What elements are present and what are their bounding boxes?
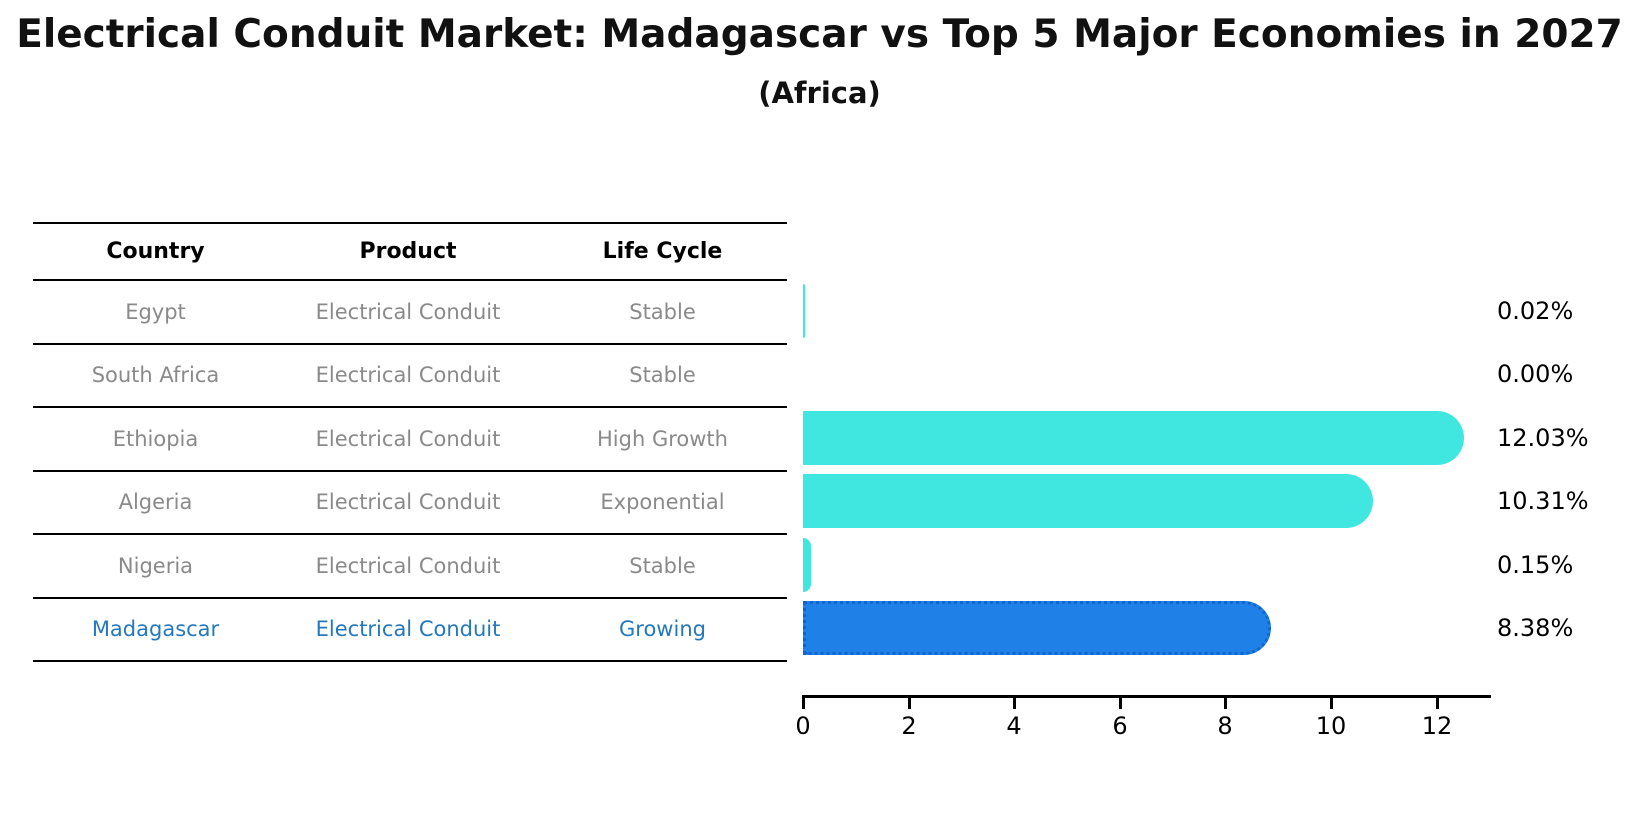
- cell-product: Electrical Conduit: [315, 363, 501, 388]
- data-table: Country Product Life Cycle Egypt Electri…: [33, 222, 787, 662]
- x-tick-label: 10: [1315, 712, 1347, 740]
- cell-product: Electrical Conduit: [315, 617, 501, 642]
- table-row-egypt: Egypt Electrical Conduit Stable: [33, 281, 787, 345]
- column-header-product: Product: [359, 239, 457, 264]
- column-header-country: Country: [106, 239, 205, 264]
- table-row-madagascar: Madagascar Electrical Conduit Growing: [33, 599, 787, 662]
- value-label-nigeria: 0.15%: [1497, 550, 1574, 579]
- value-label-madagascar: 8.38%: [1497, 614, 1574, 643]
- cell-life-cycle: Stable: [629, 299, 696, 324]
- tick-mark: [1435, 695, 1439, 709]
- tick-mark: [907, 695, 911, 709]
- chart-row-algeria: [803, 470, 1503, 534]
- x-tick-label: 2: [901, 712, 917, 740]
- value-label-south-africa: 0.00%: [1497, 360, 1574, 389]
- x-tick-label: 6: [1112, 712, 1128, 740]
- bar-madagascar: [803, 601, 1272, 656]
- bar-egypt: [803, 283, 805, 338]
- table-row-south-africa: South Africa Electrical Conduit Stable: [33, 345, 787, 408]
- cell-product: Electrical Conduit: [315, 490, 501, 515]
- bar-nigeria: [803, 537, 811, 592]
- chart-row-egypt: [803, 279, 1503, 343]
- bar-chart: [803, 279, 1503, 660]
- tick-mark: [1223, 695, 1227, 709]
- cell-country: Nigeria: [117, 553, 194, 578]
- cell-life-cycle: Stable: [629, 553, 696, 578]
- cell-product: Electrical Conduit: [315, 426, 501, 451]
- value-labels: 0.02% 0.00% 12.03% 10.31% 0.15% 8.38%: [1497, 279, 1637, 660]
- table-header-row: Country Product Life Cycle: [33, 224, 787, 281]
- value-label-algeria: 10.31%: [1497, 487, 1589, 516]
- value-label-egypt: 0.02%: [1497, 296, 1574, 325]
- x-axis-line: [803, 695, 1491, 698]
- cell-life-cycle: Growing: [619, 617, 706, 642]
- bar-ethiopia: [803, 410, 1465, 465]
- cell-country: Madagascar: [91, 617, 220, 642]
- tick-mark: [801, 695, 805, 709]
- cell-country: Algeria: [118, 490, 193, 515]
- chart-row-nigeria: [803, 533, 1503, 597]
- tick-mark: [1118, 695, 1122, 709]
- tick-mark: [1329, 695, 1333, 709]
- cell-life-cycle: Exponential: [600, 490, 725, 515]
- cell-country: Ethiopia: [112, 426, 199, 451]
- cell-product: Electrical Conduit: [315, 553, 501, 578]
- table-row-nigeria: Nigeria Electrical Conduit Stable: [33, 535, 787, 599]
- cell-life-cycle: High Growth: [597, 426, 728, 451]
- chart-row-ethiopia: [803, 406, 1503, 470]
- page-subtitle: (Africa): [758, 76, 881, 110]
- page-title: Electrical Conduit Market: Madagascar vs…: [16, 12, 1623, 57]
- tick-mark: [1012, 695, 1016, 709]
- cell-country: Egypt: [125, 299, 186, 324]
- column-header-life-cycle: Life Cycle: [602, 239, 723, 264]
- chart-row-madagascar: [803, 597, 1503, 661]
- bar-algeria: [803, 474, 1374, 529]
- x-tick-label: 4: [1006, 712, 1022, 740]
- x-tick-label: 12: [1421, 712, 1453, 740]
- cell-product: Electrical Conduit: [315, 299, 501, 324]
- x-tick-label: 8: [1217, 712, 1233, 740]
- table-row-ethiopia: Ethiopia Electrical Conduit High Growth: [33, 408, 787, 472]
- cell-life-cycle: Stable: [629, 363, 696, 388]
- cell-country: South Africa: [91, 363, 220, 388]
- x-tick-label: 0: [795, 712, 811, 740]
- table-row-algeria: Algeria Electrical Conduit Exponential: [33, 472, 787, 535]
- value-label-ethiopia: 12.03%: [1497, 423, 1589, 452]
- chart-row-south-africa: [803, 343, 1503, 407]
